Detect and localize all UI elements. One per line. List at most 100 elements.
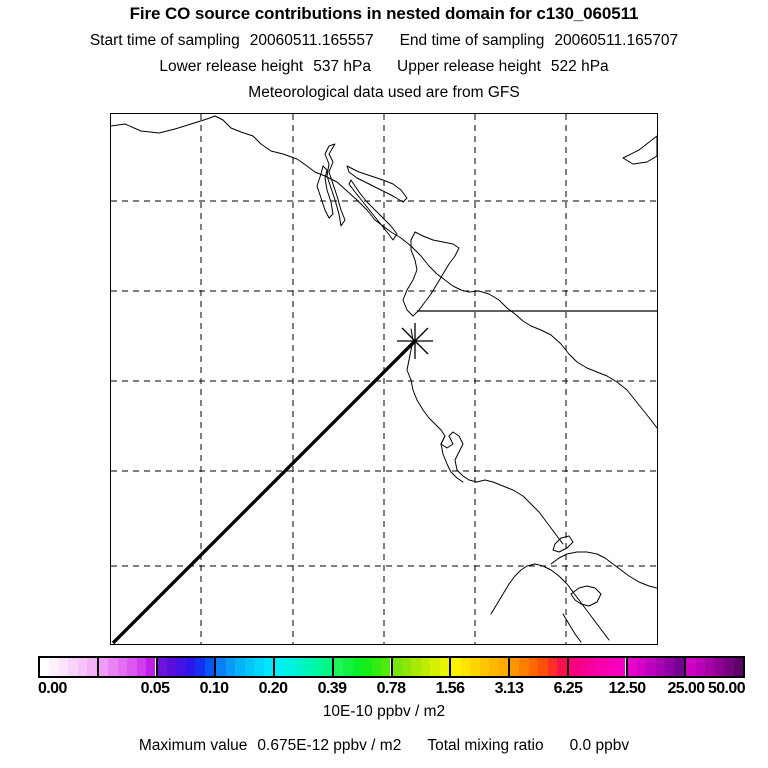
colorbar-tick-label: 1.56 — [435, 680, 465, 697]
colorbar-subband — [127, 658, 137, 676]
start-time-value: 20060511.165557 — [249, 32, 374, 49]
colorbar-subband — [381, 658, 391, 676]
upper-release-height-value: 522 hPa — [550, 58, 609, 75]
colorbar-tick-label: 0.00 — [38, 680, 67, 697]
colorbar-subband — [275, 658, 285, 676]
coastline-inlet-chain — [324, 143, 346, 227]
colorbar-subband — [303, 658, 313, 676]
colorbar-subband — [597, 658, 607, 676]
title-text: Fire CO source contributions in nested d… — [129, 4, 639, 23]
colorbar-segment — [568, 658, 628, 676]
coastline-border-inlet — [552, 535, 574, 553]
colorbar-subband — [117, 658, 128, 676]
colorbar-segment — [392, 658, 452, 676]
release-point-asterisk — [397, 323, 433, 359]
colorbar-subband — [705, 658, 715, 676]
colorbar-subband — [578, 658, 588, 676]
colorbar-subband — [557, 658, 567, 676]
colorbar-subband — [686, 658, 696, 676]
coastline-paths — [111, 115, 657, 643]
coastline-inlet-south — [402, 231, 460, 317]
release-height-line: Lower release height 537 hPa Upper release… — [0, 58, 768, 76]
end-time-label: End time of sampling — [399, 32, 545, 49]
colorbar-segment — [98, 658, 158, 676]
colorbar-tick-label: 12.50 — [608, 680, 646, 697]
colorbar-subband — [195, 658, 205, 676]
colorbar-subband — [40, 658, 50, 676]
colorbar — [38, 656, 745, 678]
colorbar-subband — [430, 658, 440, 676]
colorbar-segment — [333, 658, 393, 676]
colorbar-subband — [665, 658, 675, 676]
coastline-southern-islands — [570, 585, 602, 607]
colorbar-subband — [284, 658, 294, 676]
colorbar-subband — [646, 658, 656, 676]
colorbar-subband — [98, 658, 109, 676]
colorbar-subband — [695, 658, 706, 676]
maximum-value: 0.675E-12 ppbv / m2 — [257, 737, 402, 754]
colorbar-subband — [49, 658, 59, 676]
colorbar-subband — [547, 658, 558, 676]
sampling-time-line: Start time of sampling 20060511.165557 End… — [0, 32, 768, 50]
meteorology-source-line: Meteorological data used are from GFS — [248, 84, 520, 101]
gridlines — [111, 114, 657, 644]
footer-summary: Maximum value 0.675E-12 ppbv / m2 Total mi… — [0, 737, 768, 755]
colorbar-subband — [489, 658, 499, 676]
colorbar-subband — [87, 658, 97, 676]
colorbar-subband — [479, 658, 490, 676]
colorbar-subband — [333, 658, 344, 676]
colorbar-subband — [606, 658, 617, 676]
colorbar-unit-label: 10E-10 ppbv / m2 — [322, 703, 446, 720]
colorbar-subband — [371, 658, 382, 676]
colorbar-subband — [510, 658, 520, 676]
colorbar-segment — [275, 658, 334, 676]
colorbar-tick-label: 25.00 — [667, 680, 705, 697]
lower-release-height-label: Lower release height — [159, 58, 304, 75]
total-mixing-ratio-value: 0.0 ppbv — [569, 737, 630, 754]
colorbar-tick-label: 3.13 — [494, 680, 524, 697]
colorbar-subband — [343, 658, 353, 676]
colorbar-subband — [470, 658, 480, 676]
colorbar-tick-labels: 0.00 0.05 0.10 0.20 0.39 0.78 1.56 3.13 6.25 12.5… — [38, 680, 746, 700]
colorbar-subband — [293, 658, 304, 676]
colorbar-subband — [587, 658, 598, 676]
colorbar-tick-label: 0.39 — [317, 680, 347, 697]
colorbar-subband — [627, 658, 637, 676]
colorbar-tick-label: 6.25 — [553, 680, 583, 697]
coastline-bay — [440, 435, 464, 483]
colorbar-subband — [136, 658, 147, 676]
colorbar-subband — [204, 658, 215, 676]
colorbar-subband — [176, 658, 186, 676]
coastline-southern-tip — [562, 613, 582, 643]
colorbar-segment — [216, 658, 275, 676]
colorbar-subband — [235, 658, 245, 676]
colorbar-subband — [263, 658, 273, 676]
colorbar-segment — [451, 658, 510, 676]
colorbar-subband — [439, 658, 450, 676]
lower-release-height-value: 537 hPa — [313, 58, 371, 75]
coastline-sound — [348, 179, 398, 241]
coastline-strait — [346, 165, 408, 203]
colorbar-subband — [185, 658, 196, 676]
colorbar-subband — [68, 658, 78, 676]
colorbar-subband — [166, 658, 177, 676]
colorbar-subband — [401, 658, 412, 676]
colorbar-subband — [733, 658, 743, 676]
colorbar-subband — [225, 658, 236, 676]
colorbar-subband — [616, 658, 626, 676]
back-trajectory-line — [111, 339, 417, 644]
colorbar-subband — [674, 658, 685, 676]
colorbar-subband — [411, 658, 421, 676]
colorbar-subband — [146, 658, 156, 676]
colorbar-subband — [108, 658, 118, 676]
colorbar-subband — [538, 658, 548, 676]
colorbar-subband — [724, 658, 734, 676]
colorbar-subband — [420, 658, 431, 676]
colorbar-subband — [157, 658, 167, 676]
colorbar-subband — [312, 658, 323, 676]
total-mixing-ratio-label: Total mixing ratio — [427, 737, 544, 754]
colorbar-subband — [714, 658, 725, 676]
colorbar-subband — [362, 658, 372, 676]
colorbar-subband — [216, 658, 226, 676]
colorbar-subband — [58, 658, 69, 676]
